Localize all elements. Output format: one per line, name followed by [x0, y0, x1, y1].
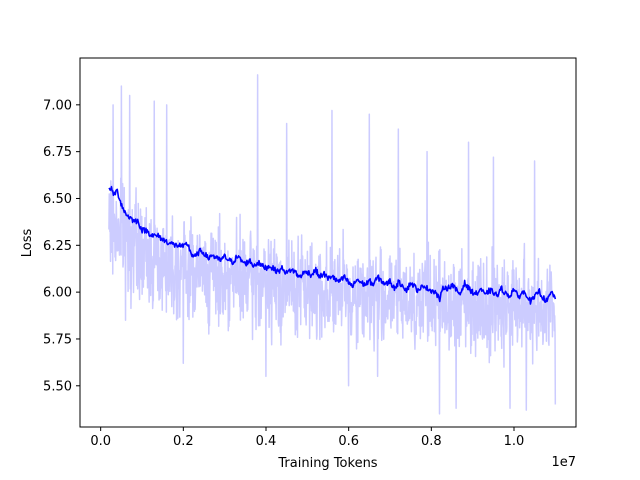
x-tick-label: 0.2	[173, 434, 194, 449]
y-tick-label: 6.75	[43, 145, 72, 160]
x-tick-label: 0.6	[338, 434, 359, 449]
x-tick-label: 0.8	[421, 434, 442, 449]
y-tick-label: 6.25	[43, 239, 72, 254]
plot-area-frame	[79, 57, 577, 428]
x-tick-label: 1.0	[504, 434, 525, 449]
y-tick-label: 7.00	[43, 98, 72, 113]
x-axis-offset-label: 1e7	[551, 455, 576, 470]
x-axis-label: Training Tokens	[277, 456, 377, 471]
x-tick-label: 0.4	[256, 434, 277, 449]
x-axis-ticks: 0.0 0.2 0.4 0.6 0.8 1.0	[90, 427, 524, 449]
raw-loss-line	[108, 74, 557, 415]
y-tick-label: 5.50	[43, 379, 72, 394]
y-tick-label: 6.00	[43, 286, 72, 301]
smoothed-loss-line	[108, 185, 557, 305]
y-axis-label: Loss	[20, 229, 35, 258]
smoothed-loss-series	[108, 185, 557, 305]
y-axis-ticks: 5.50 5.75 6.00 6.25 6.50 6.75 7.00	[43, 98, 80, 394]
y-tick-label: 6.50	[43, 192, 72, 207]
raw-loss-series	[108, 74, 557, 415]
x-tick-label: 0.0	[90, 434, 111, 449]
y-tick-label: 5.75	[43, 332, 72, 347]
